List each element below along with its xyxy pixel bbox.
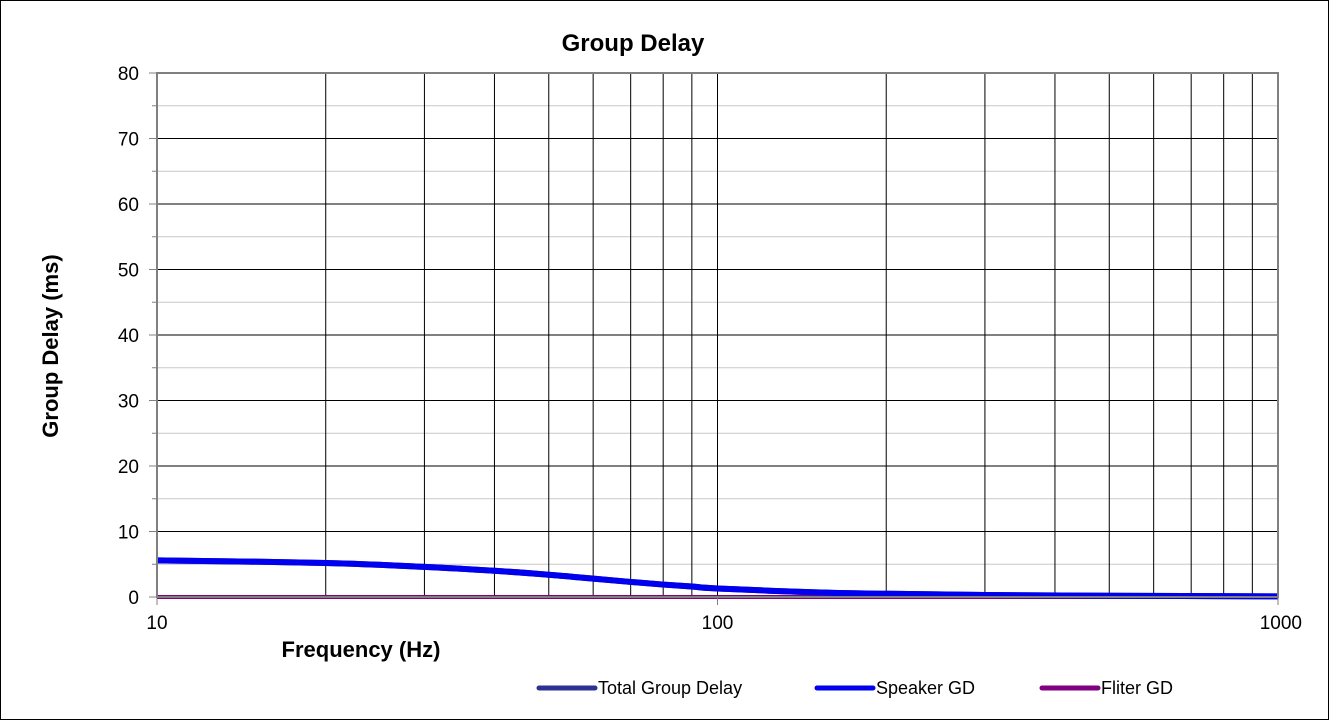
y-tick-label: 20: [118, 457, 139, 478]
grid-lines: [157, 73, 1278, 597]
y-tick-label: 70: [118, 130, 139, 151]
y-tick-label: 10: [118, 523, 139, 544]
y-tick-label: 30: [118, 392, 139, 413]
y-axis-title: Group Delay (ms): [38, 254, 63, 437]
x-tick-label: 1000: [1260, 613, 1302, 634]
series-line-speaker-gd: [156, 557, 1279, 600]
y-tick-label: 50: [118, 261, 139, 282]
y-tick-label: 0: [128, 588, 139, 609]
legend: Total Group Delay Speaker GD Fliter GD: [536, 678, 1173, 698]
x-axis-title: Frequency (Hz): [282, 637, 441, 662]
legend-label: Speaker GD: [876, 678, 975, 698]
axis-ticks: 0 10 20 30 40 50 60 70 80 10 100 1000: [118, 64, 1302, 634]
y-tick-label: 60: [118, 195, 139, 216]
chart-title: Group Delay: [562, 30, 705, 57]
x-tick-label: 100: [702, 613, 734, 634]
y-tick-label: 40: [118, 326, 139, 347]
x-tick-label: 10: [146, 613, 167, 634]
legend-label: Total Group Delay: [598, 678, 742, 698]
legend-label: Fliter GD: [1101, 678, 1173, 698]
y-tick-label: 80: [118, 64, 139, 85]
